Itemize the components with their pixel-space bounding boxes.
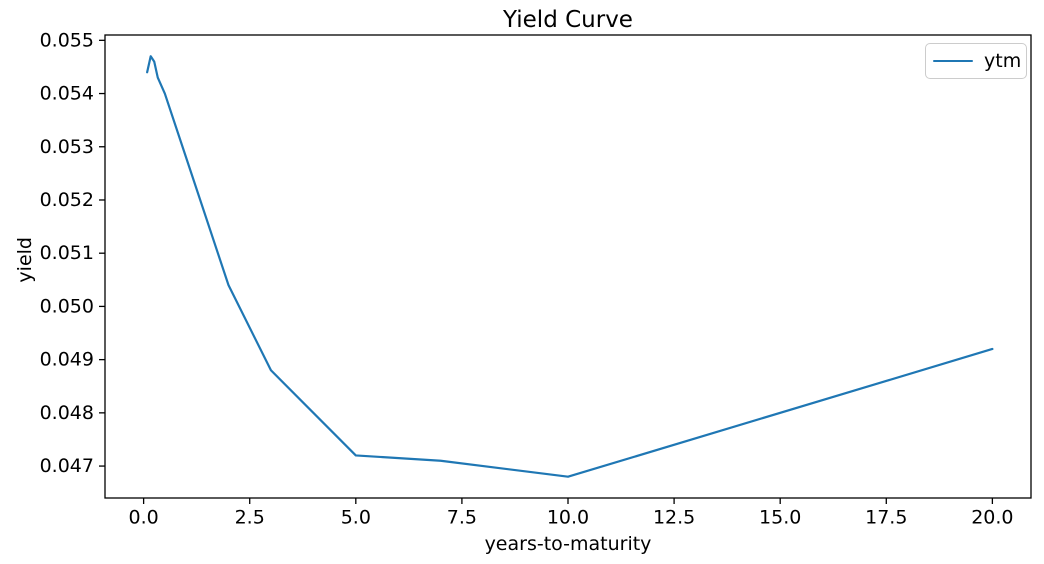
x-tick-label: 17.5 [865,507,907,529]
y-tick-label: 0.051 [40,242,94,264]
series-line-ytm [146,55,994,478]
chart-title: Yield Curve [503,7,633,33]
y-axis-label-wrap: yield [8,0,42,520]
legend: ytm [925,43,1027,79]
y-tick-label: 0.048 [40,402,94,424]
plot-border [104,34,1032,499]
y-tick-label: 0.049 [40,349,94,371]
x-tick-label: 2.5 [235,507,265,529]
y-tick-label: 0.053 [40,136,94,158]
legend-label: ytm [984,50,1022,72]
y-tick-label: 0.055 [40,29,94,51]
x-tick-label: 0.0 [129,507,159,529]
legend-line-sample-icon [933,59,973,63]
x-axis-label: years-to-maturity [484,533,652,555]
x-tick-label: 7.5 [447,507,477,529]
x-tick-label: 5.0 [341,507,371,529]
x-tick-label: 20.0 [971,507,1013,529]
y-tick-label: 0.050 [40,295,94,317]
y-tick-label: 0.052 [40,189,94,211]
y-axis-label: yield [14,237,36,283]
x-tick-label: 12.5 [653,507,695,529]
x-tick-label: 10.0 [547,507,589,529]
x-tick-label: 15.0 [759,507,801,529]
y-tick-label: 0.047 [40,455,94,477]
y-tick-label: 0.054 [40,83,94,105]
